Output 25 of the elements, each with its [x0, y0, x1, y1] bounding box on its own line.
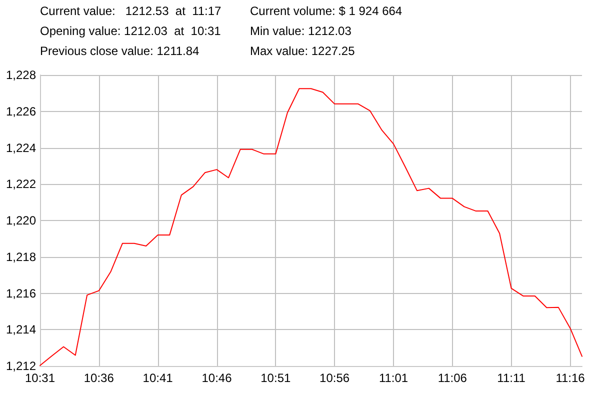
y-tick-label: 1,216 [6, 286, 36, 300]
x-tick-label: 11:06 [438, 371, 468, 385]
y-tick-label: 1,220 [6, 214, 36, 228]
y-tick-label: 1,224 [6, 140, 36, 155]
y-tick-label: 1,212 [6, 359, 36, 373]
text: Current value: 1212.53 at 11:17 [40, 4, 222, 18]
x-tick-label: 10:56 [320, 371, 350, 385]
text: Max value: 1227.25 [250, 44, 356, 58]
x-tick-label: 10:36 [84, 371, 114, 385]
text: Min value: 1212.03 [250, 24, 352, 38]
x-tick-label: 11:16 [556, 371, 586, 385]
text: Previous close value: 1211.84 [40, 44, 200, 58]
x-tick-label: 10:41 [142, 371, 174, 385]
text: Current volume: $ 1 924 664 [250, 4, 402, 18]
x-tick-label: 11:01 [378, 371, 408, 385]
y-tick-label: 1,218 [6, 250, 36, 264]
y-tick-label: 1,226 [6, 104, 36, 118]
x-tick-label: 10:51 [260, 371, 291, 385]
text: Opening value: 1212.03 at 10:31 [40, 24, 222, 38]
x-tick-label: 10:31 [24, 371, 56, 385]
y-tick-label: 1,228 [6, 68, 36, 82]
x-tick-label: 10:46 [202, 371, 232, 385]
y-tick-label: 1,222 [6, 177, 36, 192]
x-tick-label: 11:11 [497, 371, 526, 385]
y-tick-label: 1,214 [6, 322, 36, 337]
